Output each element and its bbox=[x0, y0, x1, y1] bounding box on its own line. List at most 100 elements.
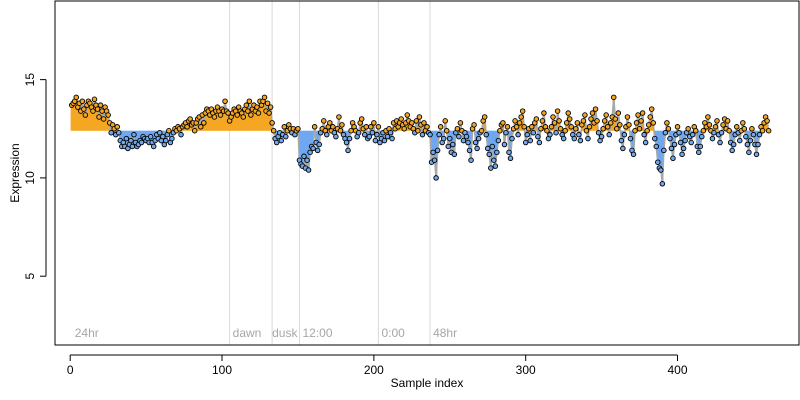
data-point bbox=[430, 149, 436, 156]
data-point bbox=[474, 145, 480, 152]
data-point bbox=[553, 129, 559, 136]
data-point bbox=[413, 118, 420, 124]
data-point bbox=[740, 120, 746, 126]
data-point bbox=[655, 159, 661, 165]
event-annotation: 48hr bbox=[433, 326, 457, 340]
data-point bbox=[434, 147, 441, 154]
data-point bbox=[603, 112, 609, 118]
data-point bbox=[689, 131, 696, 138]
data-point bbox=[94, 106, 101, 112]
data-point bbox=[749, 126, 755, 132]
data-point bbox=[747, 137, 754, 144]
data-point bbox=[717, 139, 723, 146]
data-point bbox=[157, 129, 163, 136]
data-point bbox=[583, 127, 590, 134]
data-point bbox=[419, 131, 426, 138]
data-point bbox=[415, 127, 421, 134]
data-point bbox=[604, 124, 611, 130]
data-point bbox=[427, 131, 433, 138]
data-point bbox=[750, 131, 757, 138]
data-point bbox=[491, 157, 497, 163]
data-point bbox=[746, 149, 752, 156]
data-point bbox=[222, 98, 228, 105]
data-point bbox=[709, 135, 716, 142]
data-point bbox=[346, 135, 353, 142]
data-point bbox=[307, 149, 313, 156]
data-point bbox=[630, 151, 637, 158]
data-point bbox=[670, 155, 676, 162]
data-point bbox=[577, 137, 584, 144]
data-point bbox=[764, 118, 770, 124]
data-point bbox=[706, 122, 713, 128]
data-point bbox=[524, 131, 530, 138]
data-point bbox=[81, 106, 87, 112]
event-annotation: 24hr bbox=[75, 326, 99, 340]
data-point bbox=[437, 124, 444, 130]
data-point bbox=[73, 94, 80, 101]
data-point bbox=[166, 127, 172, 134]
data-point bbox=[765, 127, 772, 134]
data-point bbox=[363, 124, 370, 130]
y-axis-title: Expression bbox=[8, 143, 22, 202]
data-point bbox=[679, 151, 685, 158]
data-point bbox=[305, 167, 312, 173]
data-point bbox=[261, 94, 268, 101]
data-point bbox=[355, 129, 362, 136]
data-point bbox=[387, 129, 394, 136]
data-point bbox=[554, 108, 561, 114]
data-point bbox=[512, 118, 518, 124]
plot-frame bbox=[54, 0, 800, 346]
data-point bbox=[454, 126, 461, 132]
data-point bbox=[700, 127, 707, 134]
data-point bbox=[635, 112, 641, 118]
data-point bbox=[96, 114, 102, 120]
data-point bbox=[451, 151, 458, 158]
data-point bbox=[447, 135, 453, 142]
data-point bbox=[611, 94, 617, 101]
data-point bbox=[550, 114, 556, 120]
data-point bbox=[178, 131, 184, 138]
data-point bbox=[647, 114, 653, 120]
data-point bbox=[741, 126, 748, 132]
data-point bbox=[737, 137, 743, 144]
data-point bbox=[530, 129, 537, 136]
data-point bbox=[617, 122, 623, 128]
data-point bbox=[248, 112, 254, 118]
x-tick-label: 300 bbox=[516, 363, 536, 377]
data-point bbox=[538, 126, 544, 132]
data-point bbox=[576, 131, 582, 138]
data-point bbox=[443, 127, 450, 134]
data-point bbox=[374, 131, 380, 138]
data-point bbox=[662, 129, 669, 136]
data-point bbox=[714, 118, 720, 124]
data-point bbox=[518, 114, 524, 120]
data-point bbox=[594, 118, 600, 124]
data-point bbox=[371, 120, 377, 126]
data-point bbox=[187, 116, 193, 122]
data-point bbox=[627, 135, 634, 142]
data-point bbox=[661, 147, 667, 154]
x-tick-label: 200 bbox=[364, 363, 384, 377]
data-point bbox=[466, 147, 473, 154]
x-axis: 0 100 200 300 400 bbox=[67, 354, 688, 377]
data-point bbox=[571, 135, 578, 142]
data-point bbox=[633, 120, 640, 126]
data-point bbox=[398, 116, 404, 122]
data-point bbox=[431, 157, 438, 163]
data-point bbox=[184, 124, 190, 130]
data-point bbox=[440, 135, 447, 142]
data-point bbox=[565, 110, 571, 116]
data-point bbox=[573, 126, 579, 132]
data-point bbox=[147, 133, 154, 140]
data-point bbox=[368, 124, 374, 130]
data-point bbox=[114, 124, 121, 130]
data-point bbox=[541, 110, 547, 116]
data-point bbox=[664, 120, 670, 126]
data-point bbox=[472, 139, 479, 146]
data-point bbox=[436, 131, 442, 138]
data-point bbox=[442, 118, 448, 124]
data-point bbox=[273, 139, 280, 146]
data-point bbox=[270, 127, 277, 134]
data-point bbox=[659, 181, 666, 187]
data-point bbox=[128, 137, 134, 144]
